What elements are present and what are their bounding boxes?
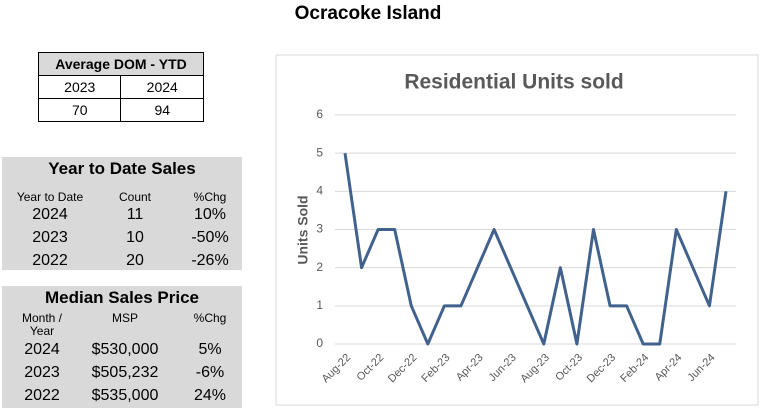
msp-header: MSP	[111, 311, 138, 325]
y-tick-label: 3	[316, 222, 323, 236]
ytd-cell: 2022	[32, 252, 68, 269]
msp-cell: 2023	[24, 364, 60, 381]
ytd-cell: 2023	[32, 229, 68, 246]
dom-header: 2024	[120, 75, 204, 99]
data-line	[343, 152, 728, 346]
ytd-cell: 11	[126, 206, 144, 223]
y-tick-label: 1	[316, 298, 323, 312]
dom-value: 70	[37, 98, 122, 122]
ytd-cell: 20	[126, 252, 144, 269]
ytd-cell: 10%	[193, 206, 227, 223]
dom-value: 94	[120, 98, 204, 122]
dom-header: 2023	[37, 75, 122, 99]
ytd-cell: -26%	[191, 252, 229, 269]
page-title: Ocracoke Island	[294, 3, 442, 24]
msp-box	[2, 286, 242, 408]
y-tick-label: 4	[316, 184, 323, 198]
dom-title: Average DOM - YTD	[38, 52, 204, 76]
y-tick-label: 6	[316, 107, 323, 121]
ytd-box	[2, 157, 242, 270]
msp-title: Median Sales Price	[44, 288, 200, 307]
dom-table: Average DOM - YTD 2023 2024 70 94	[37, 52, 204, 122]
y-tick-label: 0	[316, 336, 323, 350]
msp-cell: 2024	[24, 341, 60, 358]
chart-title: Residential Units sold	[404, 71, 623, 94]
msp-cell: $530,000	[91, 341, 159, 358]
msp-cell: $505,232	[91, 364, 159, 381]
y-tick-label: 5	[316, 145, 323, 159]
msp-cell: 2022	[24, 387, 60, 404]
ytd-cell: 2024	[32, 206, 68, 223]
ytd-header: Count	[118, 190, 152, 204]
msp-cell: -6%	[195, 364, 225, 381]
msp-cell: 24%	[193, 387, 227, 404]
y-axis-label: Units Sold	[295, 195, 311, 264]
ytd-cell: 10	[126, 229, 144, 246]
ytd-title: Year to Date Sales	[48, 159, 196, 178]
msp-header: %Chg	[193, 311, 227, 325]
ytd-header: Year to Date	[16, 190, 84, 204]
msp-header: Month / Year	[21, 311, 63, 338]
y-tick-label: 2	[316, 260, 323, 274]
ytd-cell: -50%	[191, 229, 229, 246]
ytd-header: %Chg	[193, 190, 227, 204]
msp-cell: 5%	[198, 341, 222, 358]
msp-cell: $535,000	[91, 387, 159, 404]
